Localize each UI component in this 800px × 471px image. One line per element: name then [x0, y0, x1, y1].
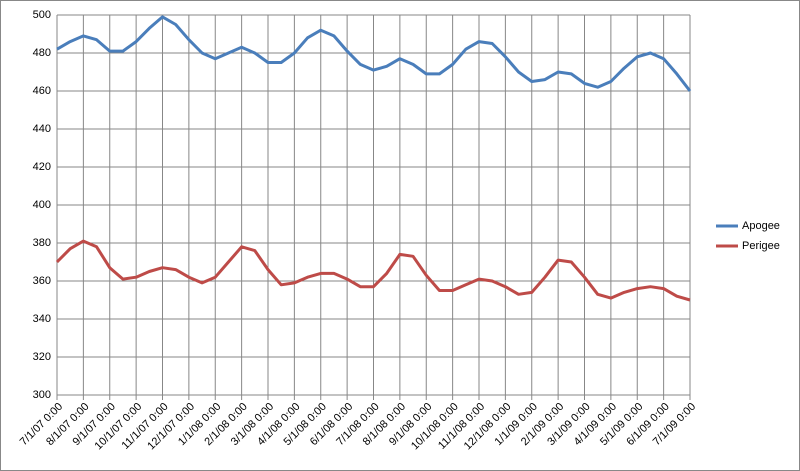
y-tick-label: 300: [33, 389, 51, 401]
y-tick-label: 460: [33, 85, 51, 97]
y-tick-label: 340: [33, 313, 51, 325]
series-line: [56, 15, 692, 92]
y-tick-label: 480: [33, 47, 51, 59]
legend-label: Apogee: [742, 220, 780, 232]
legend-label: Perigee: [742, 240, 780, 252]
series-line: [55, 239, 691, 302]
y-tick-label: 320: [33, 351, 51, 363]
y-tick-label: 380: [33, 237, 51, 249]
y-tick-label: 500: [33, 9, 51, 21]
y-tick-label: 360: [33, 275, 51, 287]
y-tick-label: 400: [33, 199, 51, 211]
y-tick-label: 420: [33, 161, 51, 173]
y-tick-label: 440: [33, 123, 51, 135]
